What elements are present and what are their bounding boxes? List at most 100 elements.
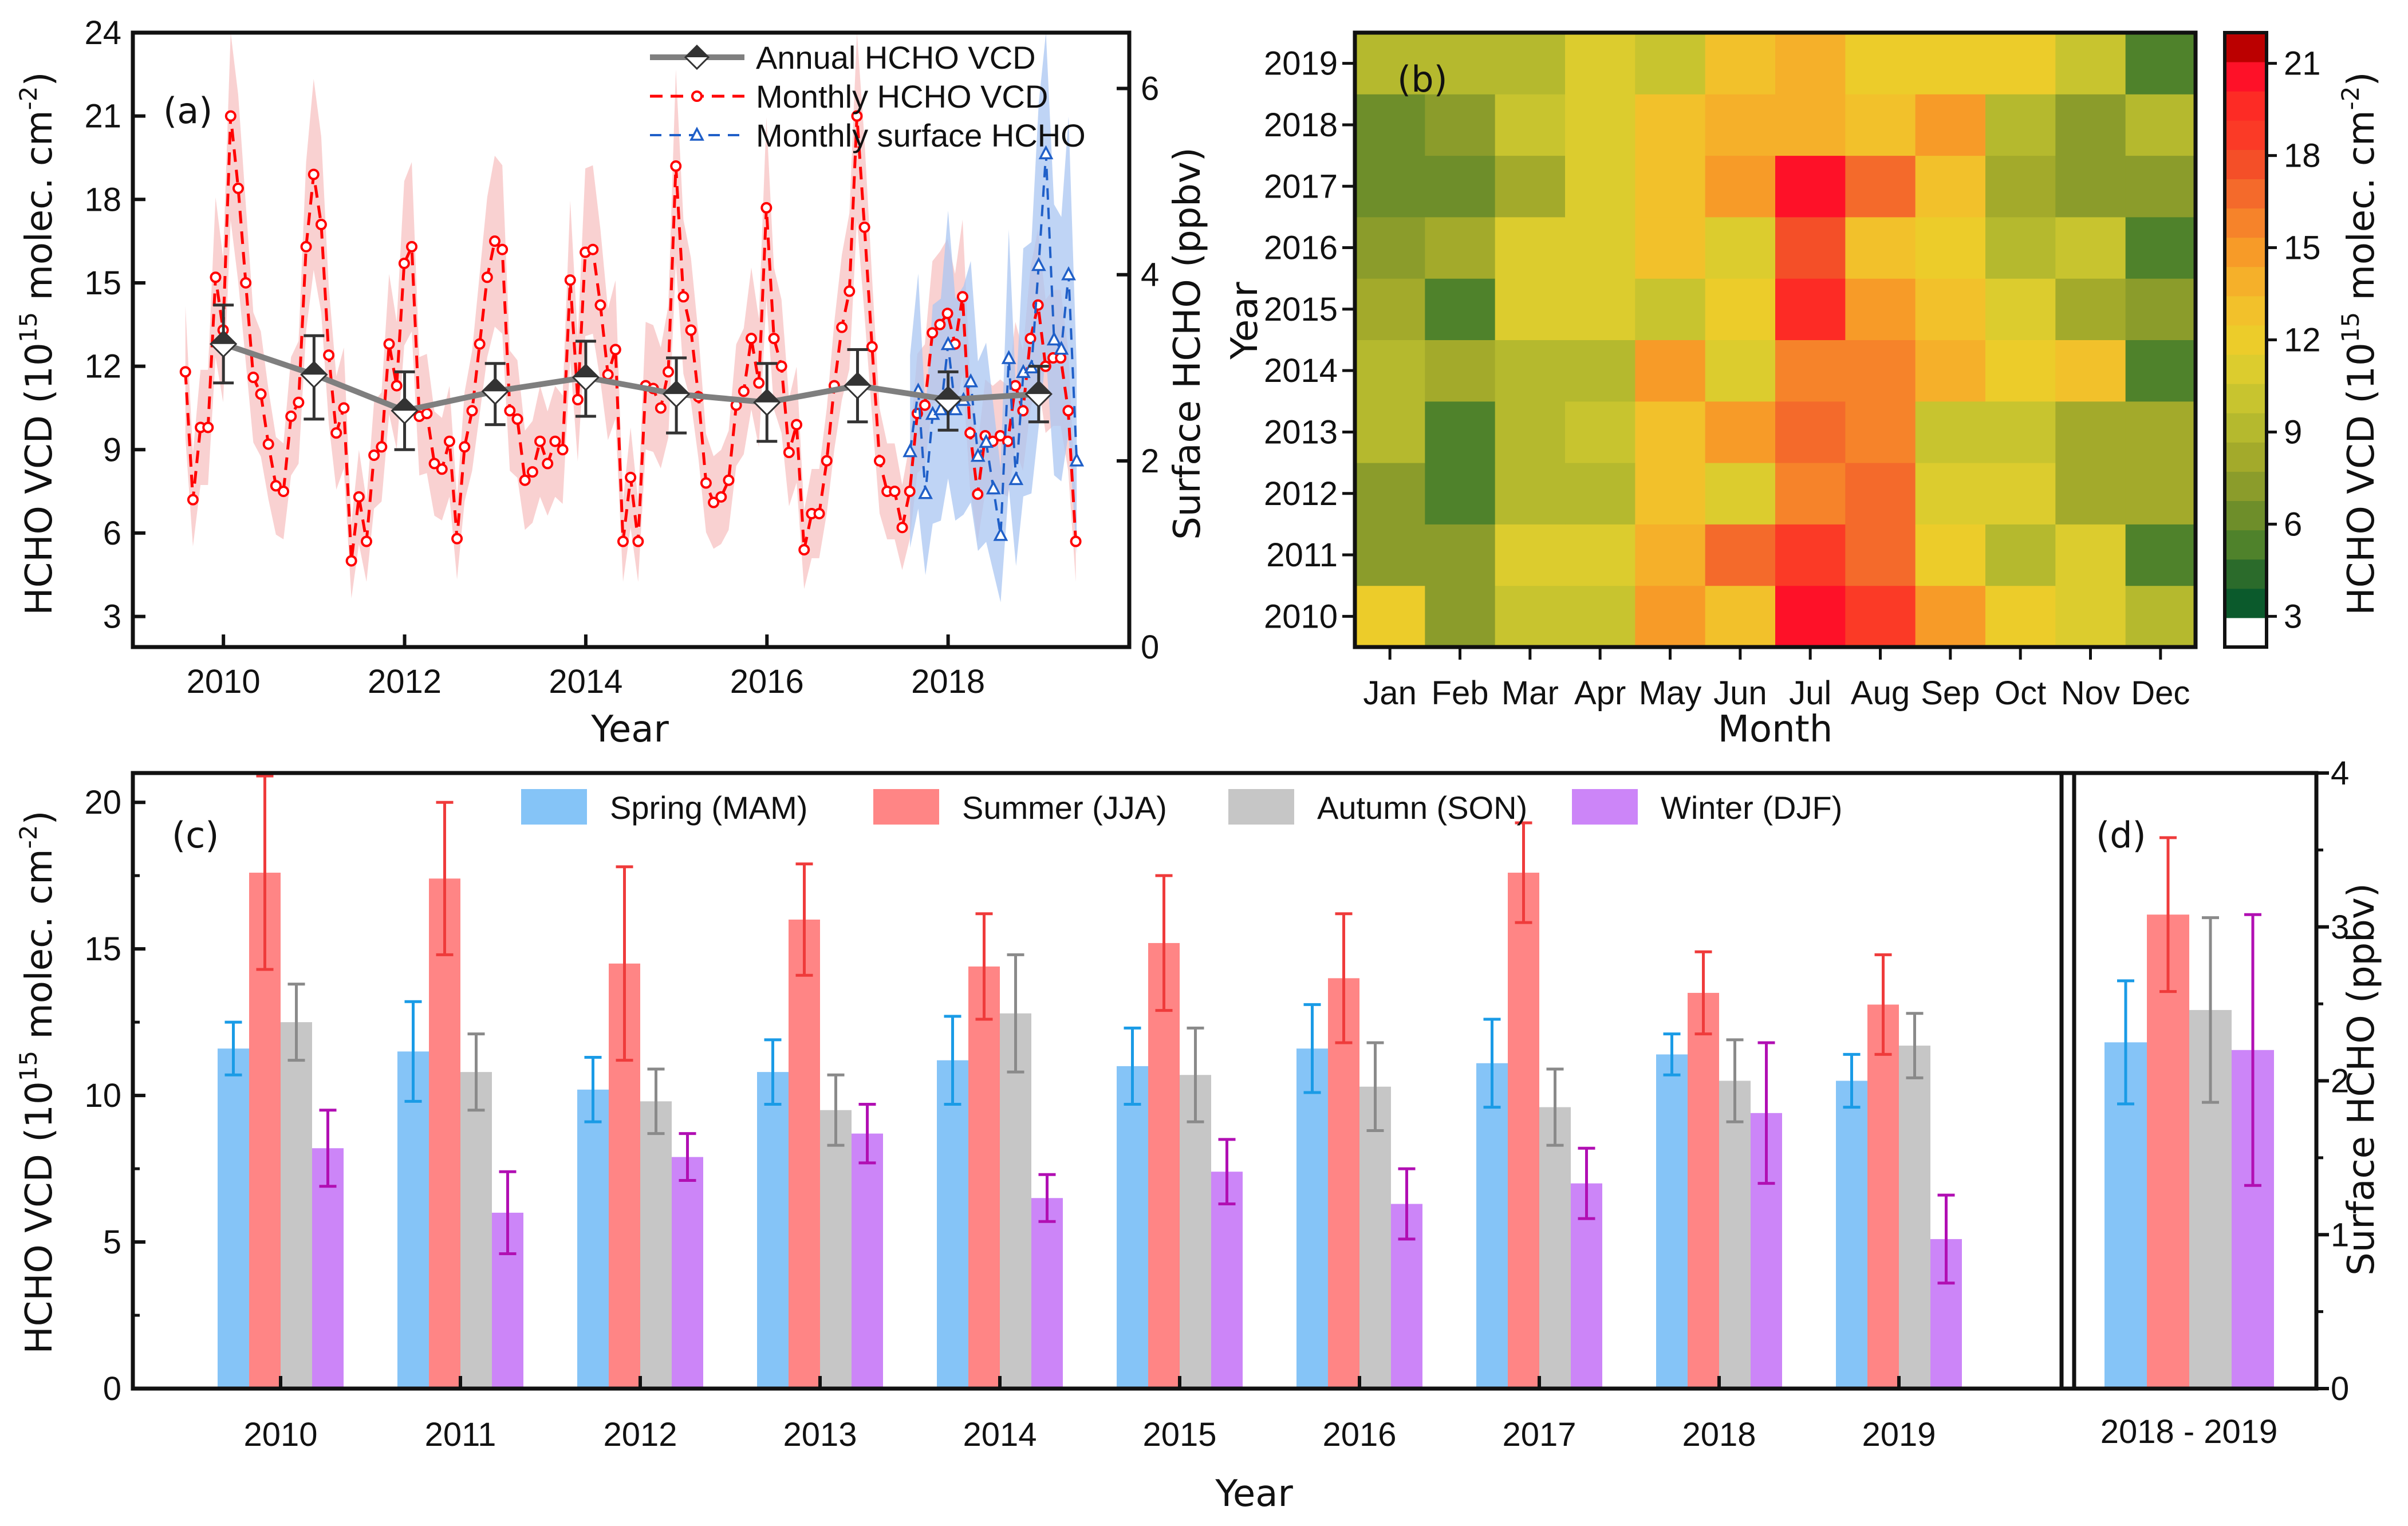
colorbar-tick-label: 6 bbox=[2284, 506, 2302, 543]
y-tick-label: 15 bbox=[84, 930, 121, 968]
colorbar-tick-label: 3 bbox=[2284, 598, 2302, 635]
monthly-vcd-point bbox=[715, 491, 727, 503]
y-tick-label: 3 bbox=[103, 598, 121, 636]
colorbar-segment bbox=[2225, 384, 2267, 413]
monthly-vcd-point bbox=[1062, 405, 1074, 417]
monthly-vcd-point bbox=[625, 471, 637, 483]
annual-vcd-point-top bbox=[392, 398, 417, 411]
surface-hcho-point bbox=[1038, 145, 1054, 160]
heatmap-cell bbox=[2055, 155, 2126, 218]
heatmap-cell bbox=[1565, 216, 1635, 279]
heatmap-cell bbox=[2055, 340, 2126, 402]
surface-hcho-point bbox=[1001, 350, 1016, 364]
x-tick-label: 2018 - 2019 bbox=[2100, 1413, 2278, 1450]
y-axis-title-main: HCHO VCD (10 bbox=[18, 342, 61, 615]
heatmap-cell bbox=[1985, 278, 2056, 340]
y-tick-label: 5 bbox=[103, 1224, 121, 1261]
heatmap-cells bbox=[1355, 33, 2196, 648]
monthly-vcd-point bbox=[821, 455, 833, 467]
heatmap-cell bbox=[1425, 216, 1496, 279]
monthly-vcd-point bbox=[1024, 333, 1036, 345]
heatmap-cell bbox=[1635, 340, 1706, 402]
surface-hcho-point bbox=[993, 527, 1008, 541]
legend-surface-marker bbox=[689, 127, 704, 141]
heatmap-cell bbox=[1495, 278, 1566, 340]
colorbar-segment bbox=[2225, 325, 2267, 355]
monthly-vcd-point bbox=[481, 271, 493, 283]
heatmap-cell bbox=[1635, 524, 1706, 586]
heatmap-cell bbox=[1565, 524, 1635, 586]
heatmap-cell bbox=[1845, 33, 1916, 94]
annual-vcd-point-top bbox=[664, 381, 689, 395]
monthly-vcd-point bbox=[202, 421, 214, 433]
heatmap-cell bbox=[1845, 524, 1916, 586]
x-tick-label: Sep bbox=[1921, 675, 1980, 712]
heatmap-cell bbox=[1775, 463, 1846, 525]
bars-layer bbox=[218, 774, 1962, 1389]
x-tick-label: 2018 bbox=[911, 663, 985, 700]
monthly-vcd-point bbox=[775, 360, 787, 372]
monthly-vcd-point bbox=[421, 408, 433, 420]
y-tick-label: 2012 bbox=[1264, 475, 1338, 512]
legend-swatch bbox=[521, 789, 587, 825]
heatmap-cell bbox=[1425, 463, 1496, 525]
heatmap-cell bbox=[1705, 401, 1776, 463]
heatmap-cell bbox=[1355, 278, 1425, 340]
heatmap-cell bbox=[1985, 463, 2056, 525]
legend-label: Annual HCHO VCD bbox=[756, 40, 1036, 76]
heatmap-cell bbox=[1985, 585, 2056, 648]
monthly-vcd-point bbox=[873, 455, 885, 467]
colorbar-segment bbox=[2225, 91, 2267, 121]
legend-label: Spring (MAM) bbox=[610, 790, 807, 826]
monthly-vcd-point bbox=[813, 507, 825, 519]
bar-spring bbox=[757, 1072, 789, 1389]
monthly-vcd-point bbox=[927, 327, 939, 339]
heatmap-cell bbox=[2125, 585, 2196, 648]
monthly-vcd-point bbox=[428, 458, 440, 470]
monthly-vcd-point bbox=[1070, 535, 1082, 547]
heatmap-cell bbox=[1915, 155, 1986, 218]
legend-label: Winter (DJF) bbox=[1661, 790, 1842, 826]
x-tick-label: 2013 bbox=[783, 1416, 857, 1453]
heatmap-cell bbox=[1565, 155, 1635, 218]
y-tick-label: 3 bbox=[2331, 909, 2349, 946]
y-axis-title-sup: 15 bbox=[14, 1051, 42, 1081]
monthly-vcd-point bbox=[278, 486, 290, 498]
monthly-vcd-point bbox=[270, 480, 282, 492]
surface-hcho-point bbox=[918, 484, 933, 499]
monthly-vcd-point bbox=[866, 341, 878, 353]
y-tick-label: 12 bbox=[84, 348, 121, 385]
y-axis-title-sup2: -2 bbox=[14, 825, 42, 849]
bar-spring bbox=[1296, 1048, 1328, 1389]
monthly-vcd-point bbox=[602, 369, 614, 381]
monthly-vcd-point bbox=[406, 240, 418, 253]
colorbar-segment bbox=[2225, 33, 2267, 62]
y-tick-label: 2014 bbox=[1264, 352, 1338, 389]
heatmap-cell bbox=[2055, 585, 2126, 648]
y-tick-label: 2 bbox=[2331, 1063, 2349, 1100]
monthly-vcd-point bbox=[511, 413, 523, 425]
legend-swatch bbox=[873, 789, 939, 825]
heatmap-cell bbox=[1355, 155, 1425, 218]
monthly-vcd-point bbox=[293, 396, 305, 408]
monthly-vcd-point bbox=[919, 399, 931, 411]
colorbar-segment bbox=[2225, 179, 2267, 209]
bar-summer bbox=[789, 919, 820, 1389]
heatmap-cell bbox=[2125, 401, 2196, 463]
x-tick-label: 2010 bbox=[187, 663, 261, 700]
heatmap-cell bbox=[1845, 463, 1916, 525]
colorbar-tick-label: 12 bbox=[2284, 322, 2321, 359]
heatmap-cell bbox=[1355, 216, 1425, 279]
surface-hcho-uncertainty-band bbox=[910, 33, 1077, 602]
monthly-vcd-point bbox=[345, 555, 357, 567]
monthly-vcd-point bbox=[247, 372, 259, 384]
heatmap-cell bbox=[2055, 94, 2126, 156]
bar-summer bbox=[2147, 914, 2189, 1389]
monthly-vcd-point bbox=[934, 318, 946, 330]
heatmap-cell bbox=[1355, 340, 1425, 402]
surface-hcho-point bbox=[963, 373, 979, 388]
bar-summer bbox=[1508, 873, 1539, 1389]
y-tick-label: 2010 bbox=[1264, 598, 1338, 635]
heatmap-cell bbox=[1705, 216, 1776, 279]
